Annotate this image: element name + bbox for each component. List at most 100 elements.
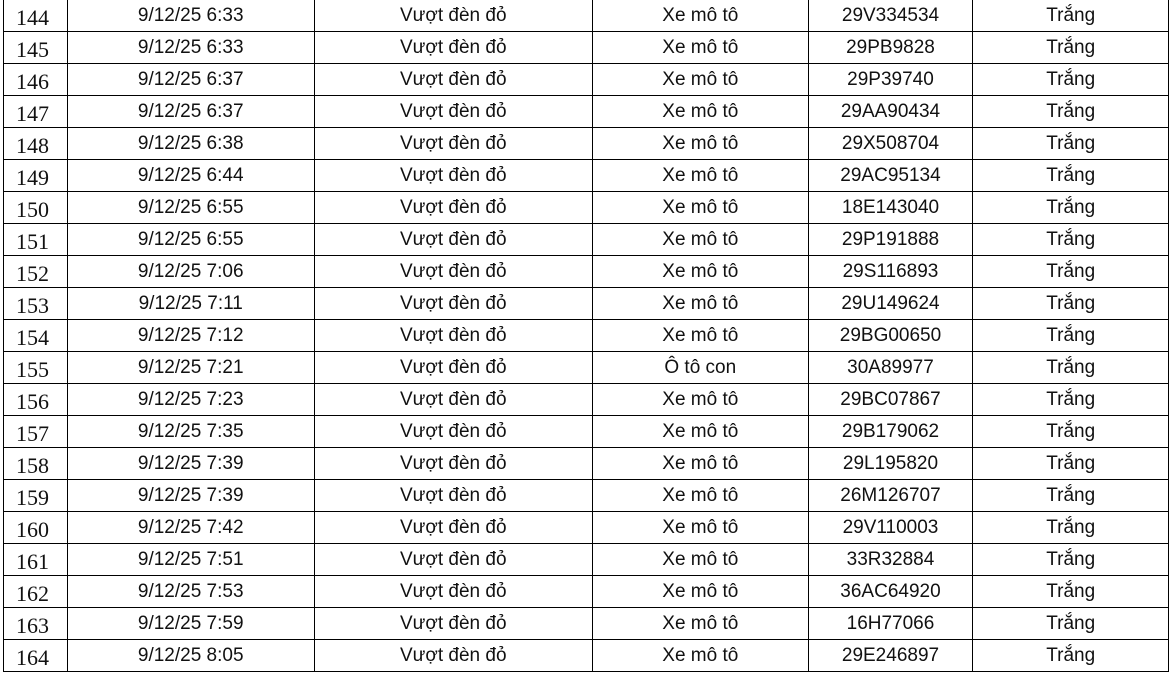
timestamp-cell: 9/12/25 6:38 xyxy=(66,127,315,160)
table-row: 161 9/12/25 7:51 Vượt đèn đỏ Xe mô tô 33R328… xyxy=(3,543,1169,576)
vehicle-type-cell: Xe mô tô xyxy=(592,543,809,576)
license-plate-cell: 29PB9828 xyxy=(807,31,974,64)
vehicle-type-cell: Xe mô tô xyxy=(592,127,809,160)
violation-type-cell: Vượt đèn đỏ xyxy=(313,479,594,512)
license-plate-cell: 33R32884 xyxy=(807,543,974,576)
table-row: 151 9/12/25 6:55 Vượt đèn đỏ Xe mô tô 29P191… xyxy=(3,223,1169,256)
vehicle-type-cell: Xe mô tô xyxy=(592,191,809,224)
plate-color-cell: Trắng xyxy=(972,479,1169,512)
timestamp-cell: 9/12/25 6:44 xyxy=(66,159,315,192)
plate-color-cell: Trắng xyxy=(972,351,1169,384)
license-plate-cell: 29BG00650 xyxy=(807,319,974,352)
vehicle-type-cell: Xe mô tô xyxy=(592,511,809,544)
row-number-cell: 148 xyxy=(3,127,68,160)
table-row: 146 9/12/25 6:37 Vượt đèn đỏ Xe mô tô 29P397… xyxy=(3,63,1169,96)
violation-type-cell: Vượt đèn đỏ xyxy=(313,63,594,96)
plate-color-cell: Trắng xyxy=(972,607,1169,640)
license-plate-cell: 29P39740 xyxy=(807,63,974,96)
plate-color-cell: Trắng xyxy=(972,639,1169,672)
violation-type-cell: Vượt đèn đỏ xyxy=(313,511,594,544)
violation-type-cell: Vượt đèn đỏ xyxy=(313,127,594,160)
table-row: 156 9/12/25 7:23 Vượt đèn đỏ Xe mô tô 29BC07… xyxy=(3,383,1169,416)
violation-type-cell: Vượt đèn đỏ xyxy=(313,191,594,224)
table-row: 162 9/12/25 7:53 Vượt đèn đỏ Xe mô tô 36AC64… xyxy=(3,575,1169,608)
timestamp-cell: 9/12/25 7:39 xyxy=(66,479,315,512)
plate-color-cell: Trắng xyxy=(972,0,1169,32)
table-row: 155 9/12/25 7:21 Vượt đèn đỏ Ô tô con 30A899… xyxy=(3,351,1169,384)
plate-color-cell: Trắng xyxy=(972,255,1169,288)
vehicle-type-cell: Xe mô tô xyxy=(592,95,809,128)
table-row: 148 9/12/25 6:38 Vượt đèn đỏ Xe mô tô 29X508… xyxy=(3,127,1169,160)
timestamp-cell: 9/12/25 6:33 xyxy=(66,0,315,32)
license-plate-cell: 29L195820 xyxy=(807,447,974,480)
row-number-cell: 156 xyxy=(3,383,68,416)
violation-type-cell: Vượt đèn đỏ xyxy=(313,287,594,320)
vehicle-type-cell: Xe mô tô xyxy=(592,255,809,288)
license-plate-cell: 18E143040 xyxy=(807,191,974,224)
table-row: 149 9/12/25 6:44 Vượt đèn đỏ Xe mô tô 29AC95… xyxy=(3,159,1169,192)
vehicle-type-cell: Xe mô tô xyxy=(592,607,809,640)
timestamp-cell: 9/12/25 7:39 xyxy=(66,447,315,480)
violation-type-cell: Vượt đèn đỏ xyxy=(313,575,594,608)
row-number-cell: 150 xyxy=(3,191,68,224)
timestamp-cell: 9/12/25 6:55 xyxy=(66,223,315,256)
vehicle-type-cell: Xe mô tô xyxy=(592,0,809,32)
table-row: 158 9/12/25 7:39 Vượt đèn đỏ Xe mô tô 29L195… xyxy=(3,447,1169,480)
row-number-cell: 162 xyxy=(3,575,68,608)
timestamp-cell: 9/12/25 7:23 xyxy=(66,383,315,416)
plate-color-cell: Trắng xyxy=(972,31,1169,64)
vehicle-type-cell: Xe mô tô xyxy=(592,223,809,256)
row-number-cell: 152 xyxy=(3,255,68,288)
row-number-cell: 153 xyxy=(3,287,68,320)
timestamp-cell: 9/12/25 7:53 xyxy=(66,575,315,608)
table-row: 147 9/12/25 6:37 Vượt đèn đỏ Xe mô tô 29AA90… xyxy=(3,95,1169,128)
violations-table: 144 9/12/25 6:33 Vượt đèn đỏ Xe mô tô 29V334… xyxy=(3,0,1169,672)
timestamp-cell: 9/12/25 8:05 xyxy=(66,639,315,672)
table-row: 150 9/12/25 6:55 Vượt đèn đỏ Xe mô tô 18E143… xyxy=(3,191,1169,224)
timestamp-cell: 9/12/25 7:42 xyxy=(66,511,315,544)
plate-color-cell: Trắng xyxy=(972,511,1169,544)
row-number-cell: 160 xyxy=(3,511,68,544)
row-number-cell: 158 xyxy=(3,447,68,480)
row-number-cell: 145 xyxy=(3,31,68,64)
row-number-cell: 144 xyxy=(3,0,68,32)
row-number-cell: 151 xyxy=(3,223,68,256)
vehicle-type-cell: Xe mô tô xyxy=(592,383,809,416)
license-plate-cell: 29BC07867 xyxy=(807,383,974,416)
row-number-cell: 154 xyxy=(3,319,68,352)
violation-type-cell: Vượt đèn đỏ xyxy=(313,543,594,576)
license-plate-cell: 29AC95134 xyxy=(807,159,974,192)
timestamp-cell: 9/12/25 7:21 xyxy=(66,351,315,384)
table-row: 160 9/12/25 7:42 Vượt đèn đỏ Xe mô tô 29V110… xyxy=(3,511,1169,544)
plate-color-cell: Trắng xyxy=(972,319,1169,352)
row-number-cell: 149 xyxy=(3,159,68,192)
table-row: 164 9/12/25 8:05 Vượt đèn đỏ Xe mô tô 29E246… xyxy=(3,639,1169,672)
timestamp-cell: 9/12/25 7:35 xyxy=(66,415,315,448)
plate-color-cell: Trắng xyxy=(972,223,1169,256)
violation-type-cell: Vượt đèn đỏ xyxy=(313,383,594,416)
vehicle-type-cell: Xe mô tô xyxy=(592,63,809,96)
plate-color-cell: Trắng xyxy=(972,191,1169,224)
violation-type-cell: Vượt đèn đỏ xyxy=(313,319,594,352)
timestamp-cell: 9/12/25 7:06 xyxy=(66,255,315,288)
timestamp-cell: 9/12/25 6:55 xyxy=(66,191,315,224)
timestamp-cell: 9/12/25 7:11 xyxy=(66,287,315,320)
timestamp-cell: 9/12/25 7:51 xyxy=(66,543,315,576)
plate-color-cell: Trắng xyxy=(972,383,1169,416)
violation-type-cell: Vượt đèn đỏ xyxy=(313,447,594,480)
plate-color-cell: Trắng xyxy=(972,159,1169,192)
violation-type-cell: Vượt đèn đỏ xyxy=(313,255,594,288)
license-plate-cell: 29V110003 xyxy=(807,511,974,544)
violation-type-cell: Vượt đèn đỏ xyxy=(313,415,594,448)
license-plate-cell: 36AC64920 xyxy=(807,575,974,608)
license-plate-cell: 29V334534 xyxy=(807,0,974,32)
timestamp-cell: 9/12/25 7:12 xyxy=(66,319,315,352)
table-row: 154 9/12/25 7:12 Vượt đèn đỏ Xe mô tô 29BG00… xyxy=(3,319,1169,352)
row-number-cell: 161 xyxy=(3,543,68,576)
vehicle-type-cell: Xe mô tô xyxy=(592,479,809,512)
plate-color-cell: Trắng xyxy=(972,543,1169,576)
plate-color-cell: Trắng xyxy=(972,575,1169,608)
license-plate-cell: 16H77066 xyxy=(807,607,974,640)
plate-color-cell: Trắng xyxy=(972,287,1169,320)
table-row: 145 9/12/25 6:33 Vượt đèn đỏ Xe mô tô 29PB98… xyxy=(3,31,1169,64)
